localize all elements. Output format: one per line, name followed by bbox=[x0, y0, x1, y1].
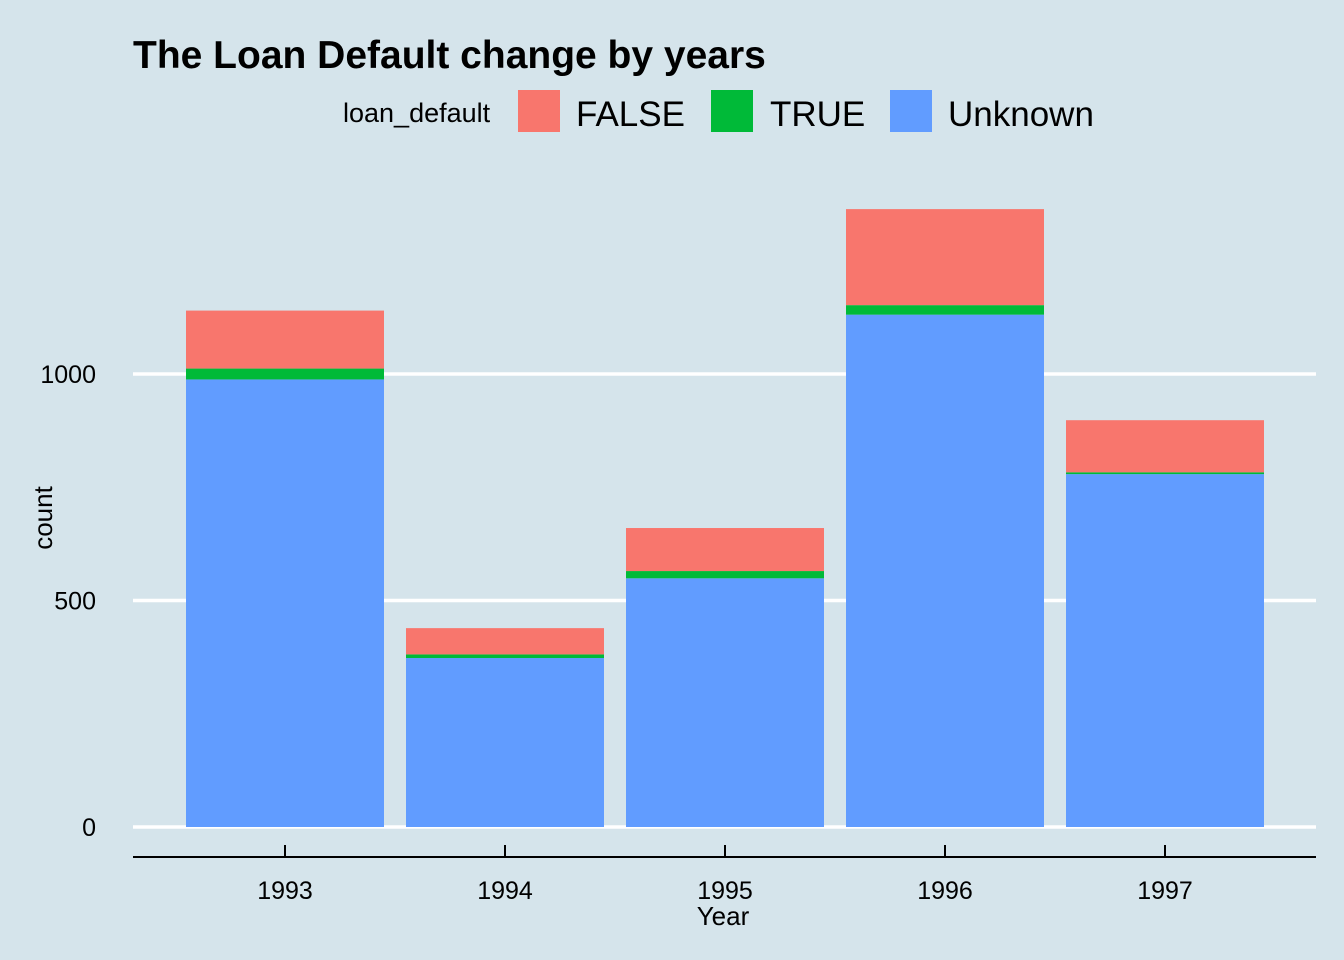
bar-1996-false bbox=[846, 209, 1044, 306]
bar-1993-unknown bbox=[186, 379, 384, 827]
y-tick-label-1000: 1000 bbox=[40, 361, 96, 389]
bar-1995-false bbox=[626, 528, 824, 572]
legend-key-false bbox=[518, 90, 560, 132]
bar-1994-unknown bbox=[406, 658, 604, 827]
legend-label-false: FALSE bbox=[576, 95, 685, 134]
x-tick-label-1996: 1996 bbox=[917, 877, 973, 905]
x-axis: 1993 1994 1995 1996 1997 bbox=[133, 845, 1316, 905]
legend: loan_default FALSE TRUE Unknown bbox=[343, 90, 1094, 134]
legend-title: loan_default bbox=[343, 98, 491, 128]
x-tick-label-1994: 1994 bbox=[477, 877, 533, 905]
legend-key-unknown bbox=[890, 90, 932, 132]
y-tick-label-0: 0 bbox=[82, 814, 96, 842]
x-axis-title: Year bbox=[697, 901, 750, 931]
y-tick-label-500: 500 bbox=[54, 588, 96, 616]
bar-1996-true bbox=[846, 305, 1044, 315]
bar-1997-unknown bbox=[1066, 474, 1264, 827]
legend-label-unknown: Unknown bbox=[948, 95, 1094, 134]
bar-1994-true bbox=[406, 654, 604, 659]
legend-key-true bbox=[711, 90, 753, 132]
bar-1995-unknown bbox=[626, 578, 824, 827]
bar-1997-false bbox=[1066, 420, 1264, 473]
x-tick-label-1993: 1993 bbox=[257, 877, 313, 905]
y-axis-title: count bbox=[28, 485, 58, 549]
bar-1995-true bbox=[626, 571, 824, 579]
bar-1996-unknown bbox=[846, 314, 1044, 828]
y-axis-ticks: 0 500 1000 bbox=[40, 361, 96, 842]
bars bbox=[186, 209, 1264, 828]
bar-1993-false bbox=[186, 310, 384, 369]
x-tick-label-1995: 1995 bbox=[697, 877, 753, 905]
x-tick-label-1997: 1997 bbox=[1137, 877, 1193, 905]
legend-label-true: TRUE bbox=[770, 95, 865, 134]
chart-title: The Loan Default change by years bbox=[133, 34, 766, 77]
bar-1994-false bbox=[406, 628, 604, 655]
bar-1993-true bbox=[186, 368, 384, 380]
bar-1997-true bbox=[1066, 472, 1264, 475]
